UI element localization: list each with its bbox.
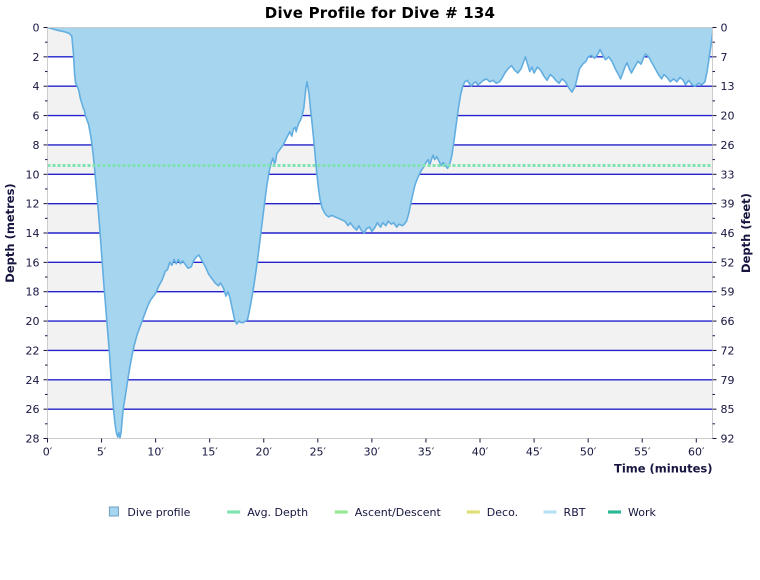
axis-titles: Depth (metres) Depth (feet) Time (minutes) — [3, 183, 753, 475]
legend-item[interactable]: RBT — [543, 506, 586, 519]
legend-label: Deco. — [487, 506, 518, 519]
y-axis-left-title: Depth (metres) — [3, 183, 17, 282]
svg-text:15′: 15′ — [201, 446, 218, 459]
svg-text:46: 46 — [721, 227, 735, 240]
dive-profile-area — [47, 26, 714, 440]
svg-text:26: 26 — [26, 403, 40, 416]
svg-text:79: 79 — [721, 374, 735, 387]
y-axis-right-ticks: 0 7 13 20 26 33 39 46 52 59 66 72 79 85 92 — [712, 22, 735, 446]
svg-text:59: 59 — [721, 286, 735, 299]
svg-text:18: 18 — [26, 286, 40, 299]
legend-item[interactable]: Deco. — [466, 506, 518, 519]
y-axis-right-title: Depth (feet) — [739, 193, 753, 273]
svg-text:10: 10 — [26, 168, 40, 181]
svg-text:92: 92 — [721, 433, 735, 446]
svg-text:52: 52 — [721, 256, 735, 269]
svg-text:5′: 5′ — [97, 446, 107, 459]
svg-text:14: 14 — [26, 227, 40, 240]
svg-text:45′: 45′ — [526, 446, 543, 459]
legend-item[interactable]: Ascent/Descent — [334, 506, 442, 519]
legend-item[interactable]: Avg. Depth — [227, 506, 308, 519]
svg-text:26: 26 — [721, 139, 735, 152]
svg-text:40′: 40′ — [472, 446, 489, 459]
legend-label: Work — [628, 506, 656, 519]
svg-text:12: 12 — [26, 198, 40, 211]
svg-text:50′: 50′ — [580, 446, 597, 459]
svg-text:22: 22 — [26, 344, 40, 357]
svg-text:0: 0 — [721, 22, 728, 35]
svg-text:85: 85 — [721, 403, 735, 416]
legend-label: Dive profile — [127, 506, 190, 519]
svg-text:60′: 60′ — [688, 446, 705, 459]
svg-text:25′: 25′ — [310, 446, 327, 459]
legend-label: Ascent/Descent — [355, 506, 442, 519]
x-axis-title: Time (minutes) — [614, 462, 713, 476]
chart-title: Dive Profile for Dive # 134 — [264, 4, 496, 22]
legend-item[interactable]: Dive profile — [108, 506, 191, 519]
svg-text:2: 2 — [33, 51, 40, 64]
svg-text:7: 7 — [721, 51, 728, 64]
svg-text:0′: 0′ — [43, 446, 53, 459]
svg-text:66: 66 — [721, 315, 735, 328]
x-axis-ticks: 0′ 5′ 10′ 15′ 20′ 25′ 30′ 35′ 40′ 45′ 50′ 55′ 60′ — [43, 438, 705, 459]
svg-text:20′: 20′ — [256, 446, 273, 459]
svg-text:16: 16 — [26, 256, 40, 269]
svg-text:39: 39 — [721, 198, 735, 211]
svg-text:10′: 10′ — [147, 446, 164, 459]
svg-text:33: 33 — [721, 168, 735, 181]
svg-text:20: 20 — [721, 110, 735, 123]
svg-text:8: 8 — [33, 139, 40, 152]
svg-text:0: 0 — [33, 22, 40, 35]
svg-text:13: 13 — [721, 80, 735, 93]
svg-text:30′: 30′ — [364, 446, 381, 459]
svg-text:55′: 55′ — [634, 446, 651, 459]
legend-label: RBT — [564, 506, 586, 519]
legend-label: Avg. Depth — [247, 506, 308, 519]
svg-text:35′: 35′ — [418, 446, 435, 459]
svg-text:6: 6 — [33, 110, 40, 123]
svg-text:28: 28 — [26, 433, 40, 446]
svg-text:20: 20 — [26, 315, 40, 328]
svg-text:72: 72 — [721, 344, 735, 357]
legend-swatch-square — [108, 506, 119, 517]
svg-text:24: 24 — [26, 374, 40, 387]
chart-legend: Dive profile Avg. Depth Ascent/Descent Deco… — [108, 506, 656, 519]
legend-item[interactable]: Work — [608, 506, 656, 519]
svg-text:4: 4 — [33, 80, 40, 93]
